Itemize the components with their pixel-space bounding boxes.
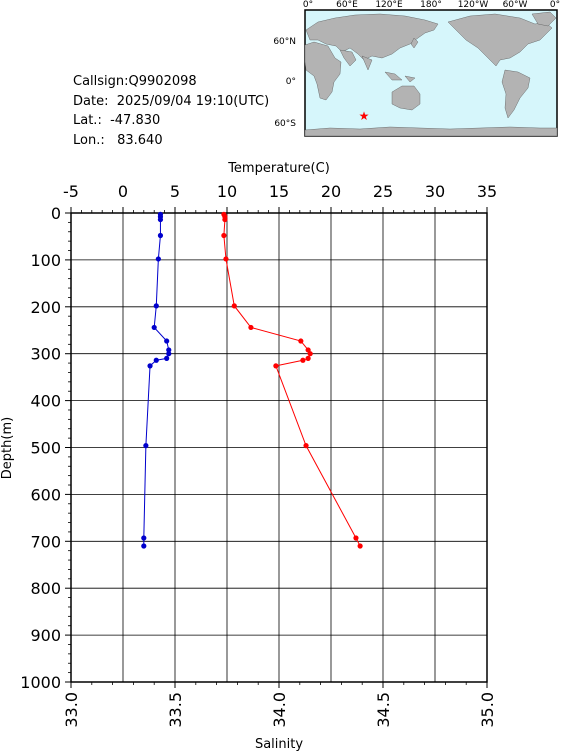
land-africa xyxy=(304,41,342,101)
map-lon-label-0: 0° xyxy=(303,0,313,10)
land-greenland xyxy=(531,11,557,27)
map-lon-label-5: 60°W xyxy=(503,0,528,10)
temp-tick-label-2: 5 xyxy=(170,182,180,201)
temp-tick-label-5: 20 xyxy=(321,182,341,201)
temp-tick-label-4: 15 xyxy=(269,182,289,201)
map-lon-label-2: 120°E xyxy=(375,0,403,10)
latitude-text: Lat.: -47.830 xyxy=(73,113,161,128)
temp-tick-label-7: 30 xyxy=(425,182,445,201)
salinity-point-12 xyxy=(147,363,153,369)
map-lon-label-1: 60°E xyxy=(336,0,358,10)
map-lat-label-1: 0° xyxy=(286,77,296,87)
depth-tick-label-0: 0 xyxy=(51,204,61,223)
map-lat-label-0: 60°N xyxy=(273,37,296,47)
depth-tick-label-4: 400 xyxy=(30,392,61,411)
temp-tick-label-6: 25 xyxy=(373,182,393,201)
temperature-point-11 xyxy=(300,357,306,363)
temperature-point-7 xyxy=(298,338,304,344)
temperature-point-12 xyxy=(273,363,279,369)
chart-series xyxy=(141,211,363,549)
series-line-salinity xyxy=(143,214,170,546)
depth-axis-label: Depth(m) xyxy=(0,417,15,479)
land-north-america xyxy=(447,13,553,67)
depth-tick-label-7: 700 xyxy=(30,532,61,551)
salinity-point-14 xyxy=(141,535,147,541)
sal-tick-label-0: 33.0 xyxy=(62,692,81,728)
temperature-point-9 xyxy=(307,351,313,357)
map-lat-label-2: 60°S xyxy=(274,119,296,129)
salinity-point-6 xyxy=(151,324,157,331)
map-lon-label-4: 120°W xyxy=(458,0,489,10)
temp-tick-label-8: 35 xyxy=(477,182,497,201)
depth-tick-label-5: 500 xyxy=(30,439,61,458)
depth-tick-label-1: 100 xyxy=(30,251,61,270)
land-south-america xyxy=(501,69,531,119)
sal-tick-label-4: 35.0 xyxy=(478,692,497,728)
station-marker-star-icon: ★ xyxy=(359,109,370,123)
depth-tick-label-6: 600 xyxy=(30,485,61,504)
salinity-point-13 xyxy=(143,443,149,449)
temperature-axis-label: Temperature(C) xyxy=(227,161,330,176)
temperature-point-2 xyxy=(222,216,228,223)
temperature-point-5 xyxy=(231,303,237,309)
salinity-axis-label: Salinity xyxy=(255,737,303,751)
salinity-point-10 xyxy=(164,355,170,361)
land-eurasia xyxy=(305,13,439,61)
chart-grid xyxy=(70,212,488,683)
series-line-temperature xyxy=(223,214,361,547)
longitude-text: Lon.: 83.640 xyxy=(73,132,163,148)
depth-tick-label-2: 200 xyxy=(30,298,61,317)
temp-tick-label-1: 0 xyxy=(118,182,128,201)
map-land xyxy=(304,11,558,137)
temperature-point-13 xyxy=(303,443,309,449)
land-australia xyxy=(391,85,421,111)
salinity-point-15 xyxy=(141,543,147,549)
temp-tick-label-0: -5 xyxy=(63,182,79,201)
land-antarctica xyxy=(304,126,558,137)
depth-tick-label-10: 1000 xyxy=(20,673,61,692)
depth-tick-label-3: 300 xyxy=(30,345,61,364)
map-lon-label-6: 0° xyxy=(550,0,560,10)
callsign-text: Callsign:Q9902098 xyxy=(73,74,197,89)
temp-tick-label-3: 10 xyxy=(217,182,237,201)
temperature-point-10 xyxy=(305,355,311,361)
sal-tick-label-1: 33.5 xyxy=(166,692,185,728)
salinity-point-5 xyxy=(153,303,159,309)
salinity-point-3 xyxy=(157,232,164,239)
depth-tick-label-9: 900 xyxy=(30,626,61,645)
temperature-point-6 xyxy=(248,324,254,331)
salinity-point-4 xyxy=(155,256,161,262)
salinity-point-11 xyxy=(153,357,159,363)
salinity-point-9 xyxy=(166,351,172,357)
temperature-point-3 xyxy=(221,232,227,239)
land-japan xyxy=(410,37,419,49)
temperature-point-15 xyxy=(357,543,363,549)
sal-tick-label-3: 34.5 xyxy=(374,692,393,728)
date-text: Date: 2025/09/04 19:10(UTC) xyxy=(73,93,270,109)
land-indonesia xyxy=(384,71,416,83)
land-india xyxy=(339,49,373,71)
salinity-point-8 xyxy=(166,347,172,353)
depth-tick-label-8: 800 xyxy=(30,579,61,598)
sal-tick-label-2: 34.0 xyxy=(270,692,289,728)
station-info: Callsign:Q9902098 Date: 2025/09/04 19:10… xyxy=(73,72,269,150)
salinity-point-2 xyxy=(157,216,164,223)
temperature-point-14 xyxy=(353,535,359,541)
temperature-point-4 xyxy=(223,256,229,262)
salinity-point-7 xyxy=(164,338,170,344)
map-lon-label-3: 180° xyxy=(420,0,442,10)
